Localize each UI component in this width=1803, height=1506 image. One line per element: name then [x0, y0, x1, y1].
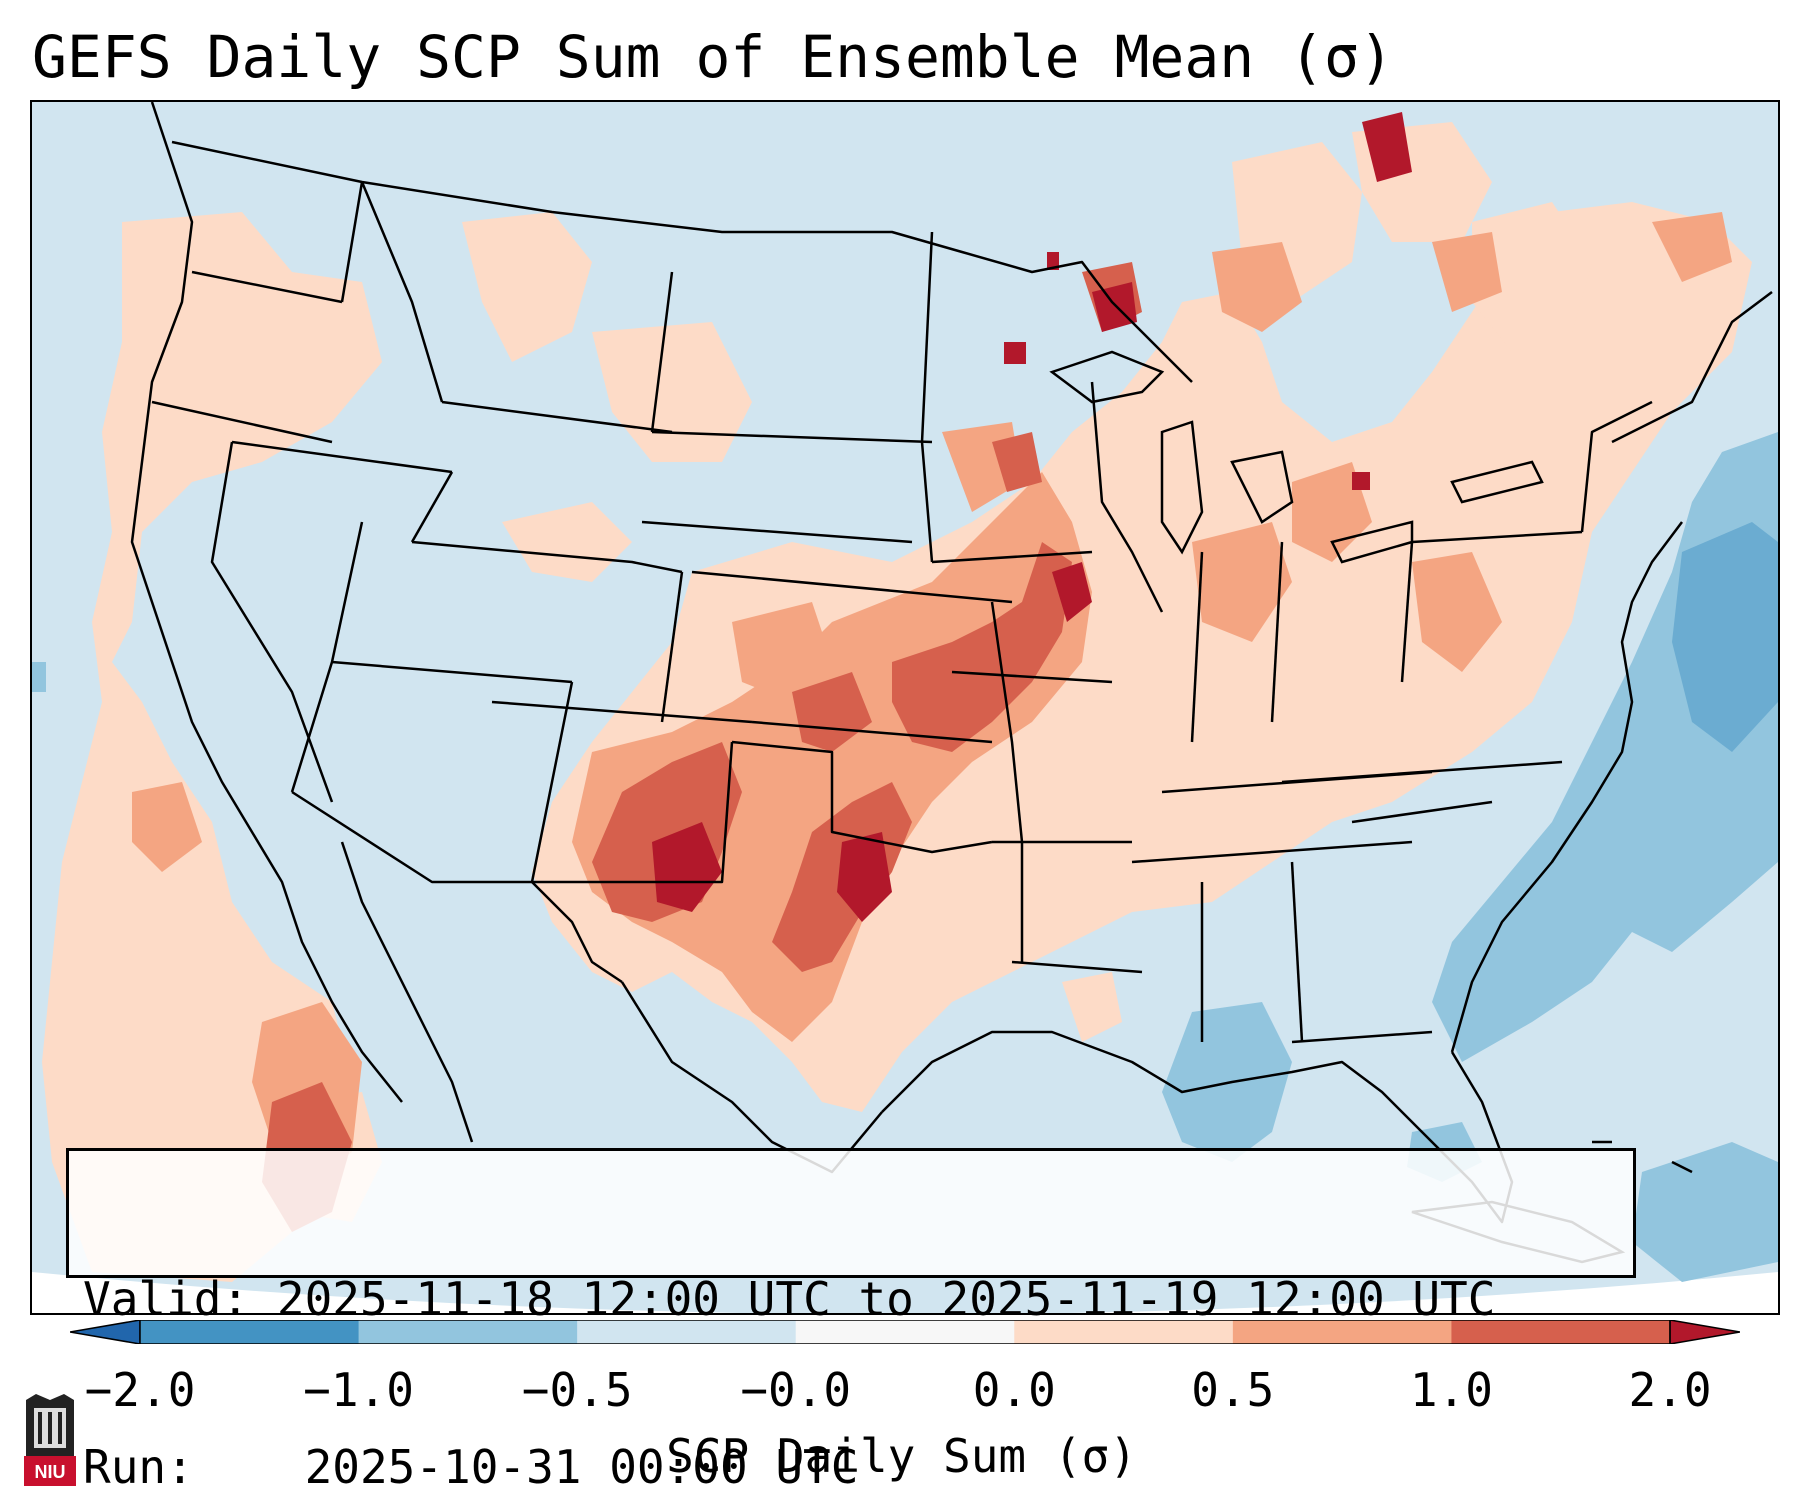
colorbar-segment: [577, 1320, 797, 1344]
colorbar-label: SCP Daily Sum (σ): [666, 1429, 1137, 1483]
colorbar-tick-label: 1.0: [1409, 1363, 1493, 1417]
colorbar-extend-low: [70, 1320, 141, 1344]
colorbar-segment: [795, 1320, 1015, 1344]
colorbar-segment: [140, 1320, 360, 1344]
colorbar-segment: [1451, 1320, 1671, 1344]
colorbar-outline: [139, 1320, 1671, 1344]
deeper-negative-areas: [1672, 522, 1778, 752]
map-panel: [30, 100, 1780, 1315]
colorbar-tick-label: 2.0: [1628, 1363, 1712, 1417]
colorbar-tick-label: −1.0: [303, 1363, 414, 1417]
state-boundaries: [130, 102, 1773, 1224]
valid-value: 2025-11-18 12:00 UTC to 2025-11-19 12:00…: [276, 1272, 1496, 1326]
colorbar-tick-label: 0.5: [1191, 1363, 1275, 1417]
valid-row: Valid: 2025-11-18 12:00 UTC to 2025-11-1…: [83, 1271, 1633, 1327]
run-row: Run: 2025-10-31 00:00 UTC: [83, 1439, 1633, 1495]
colorbar-segment: [358, 1320, 578, 1344]
valid-label: Valid:: [83, 1272, 250, 1326]
colorbar-segment: [1014, 1320, 1234, 1344]
great-lakes: [1049, 350, 1544, 564]
extreme-positive-areas: [652, 112, 1412, 922]
run-label: Run:: [83, 1440, 194, 1494]
colorbar-segment: [1232, 1320, 1452, 1344]
colorbar-tick-label: 0.0: [972, 1363, 1056, 1417]
colorbar-tick-label: −2.0: [84, 1363, 196, 1417]
niu-logo: NIU: [24, 1394, 76, 1486]
logo-text: NIU: [35, 1462, 66, 1482]
map-canvas: [32, 102, 1778, 1313]
colorbar: [70, 1320, 1740, 1344]
colorbar-extend-high: [1669, 1320, 1740, 1344]
run-value: 2025-10-31 00:00 UTC: [304, 1440, 859, 1494]
validity-info-box: Valid: 2025-11-18 12:00 UTC to 2025-11-1…: [66, 1148, 1636, 1494]
figure-title: GEFS Daily SCP Sum of Ensemble Mean (σ): [32, 23, 1394, 91]
colorbar-tick-label: −0.0: [740, 1363, 852, 1417]
colorbar-tick-label: −0.5: [521, 1363, 633, 1417]
